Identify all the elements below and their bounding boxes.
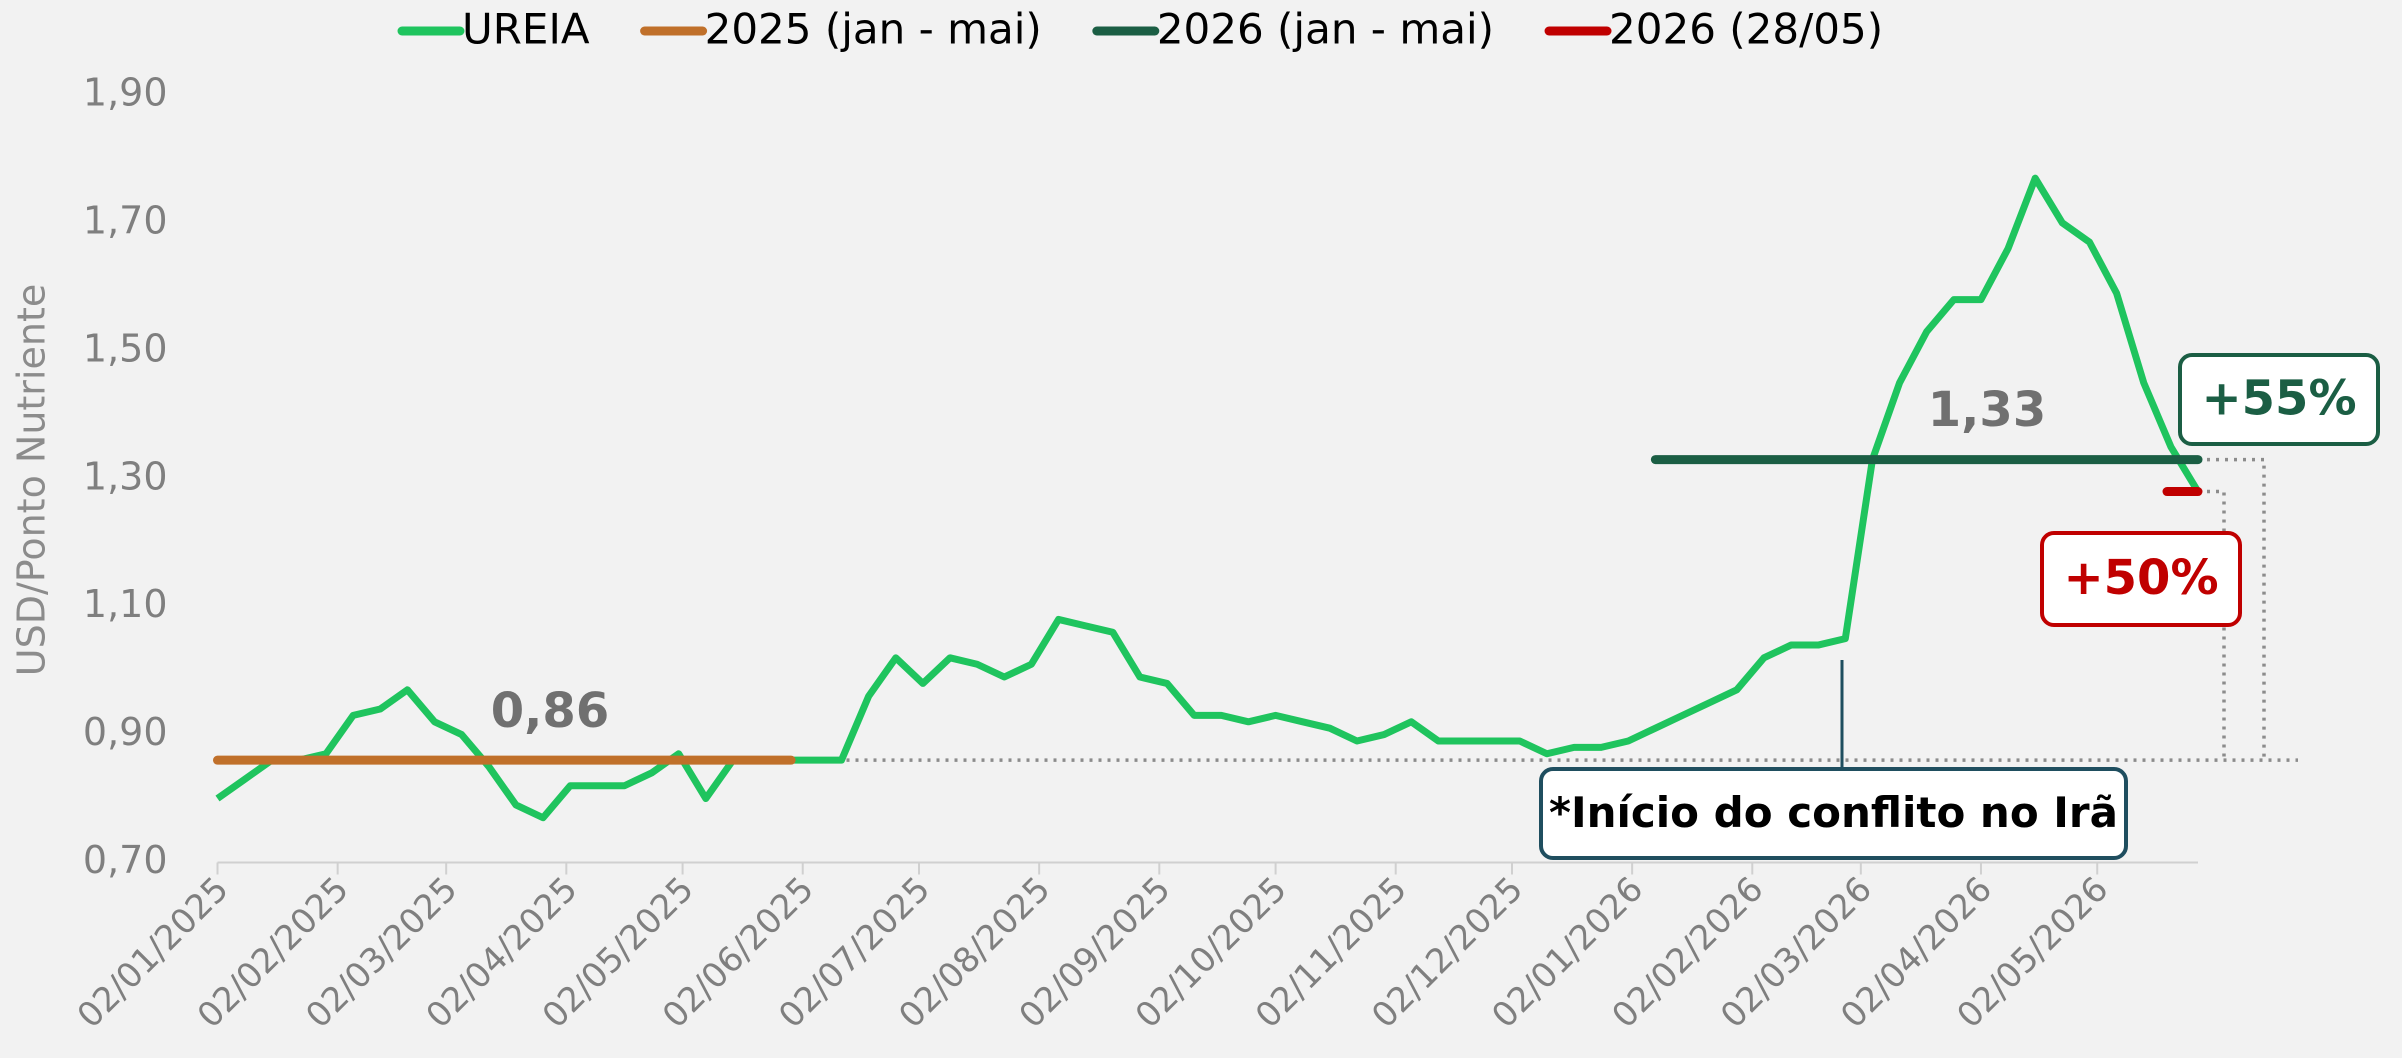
legend-label: 2026 (28/05) [1609, 5, 1883, 54]
guide-line [2198, 457, 2266, 761]
legend-label: 2025 (jan - mai) [705, 5, 1042, 54]
y-tick-label: 1,50 [83, 326, 168, 370]
y-tick-label: 1,30 [83, 454, 168, 498]
annotation-conflict-box [1539, 767, 2128, 860]
y-tick-label: 1,70 [83, 198, 168, 242]
y-tick-label: 0,90 [83, 710, 168, 754]
value-label: 0,86 [491, 683, 609, 739]
legend-label: 2026 (jan - mai) [1157, 5, 1494, 54]
data-line [215, 174, 2201, 822]
y-tick-label: 1,90 [83, 71, 168, 115]
legend-label: UREIA [462, 5, 590, 54]
value-label: 1,33 [1928, 382, 2046, 438]
annotation-50-box [2040, 531, 2242, 627]
annotation-55-box [2178, 353, 2380, 446]
annotation-55: +55% [2201, 371, 2356, 427]
y-axis-title: USD/Ponto Nutriente [10, 284, 54, 676]
y-tick-label: 1,10 [83, 582, 168, 626]
y-tick-label: 0,70 [83, 838, 168, 882]
annotation-conflict: *Início do conflito no Irã [1549, 788, 2118, 837]
annotation-50: +50% [2063, 550, 2218, 606]
